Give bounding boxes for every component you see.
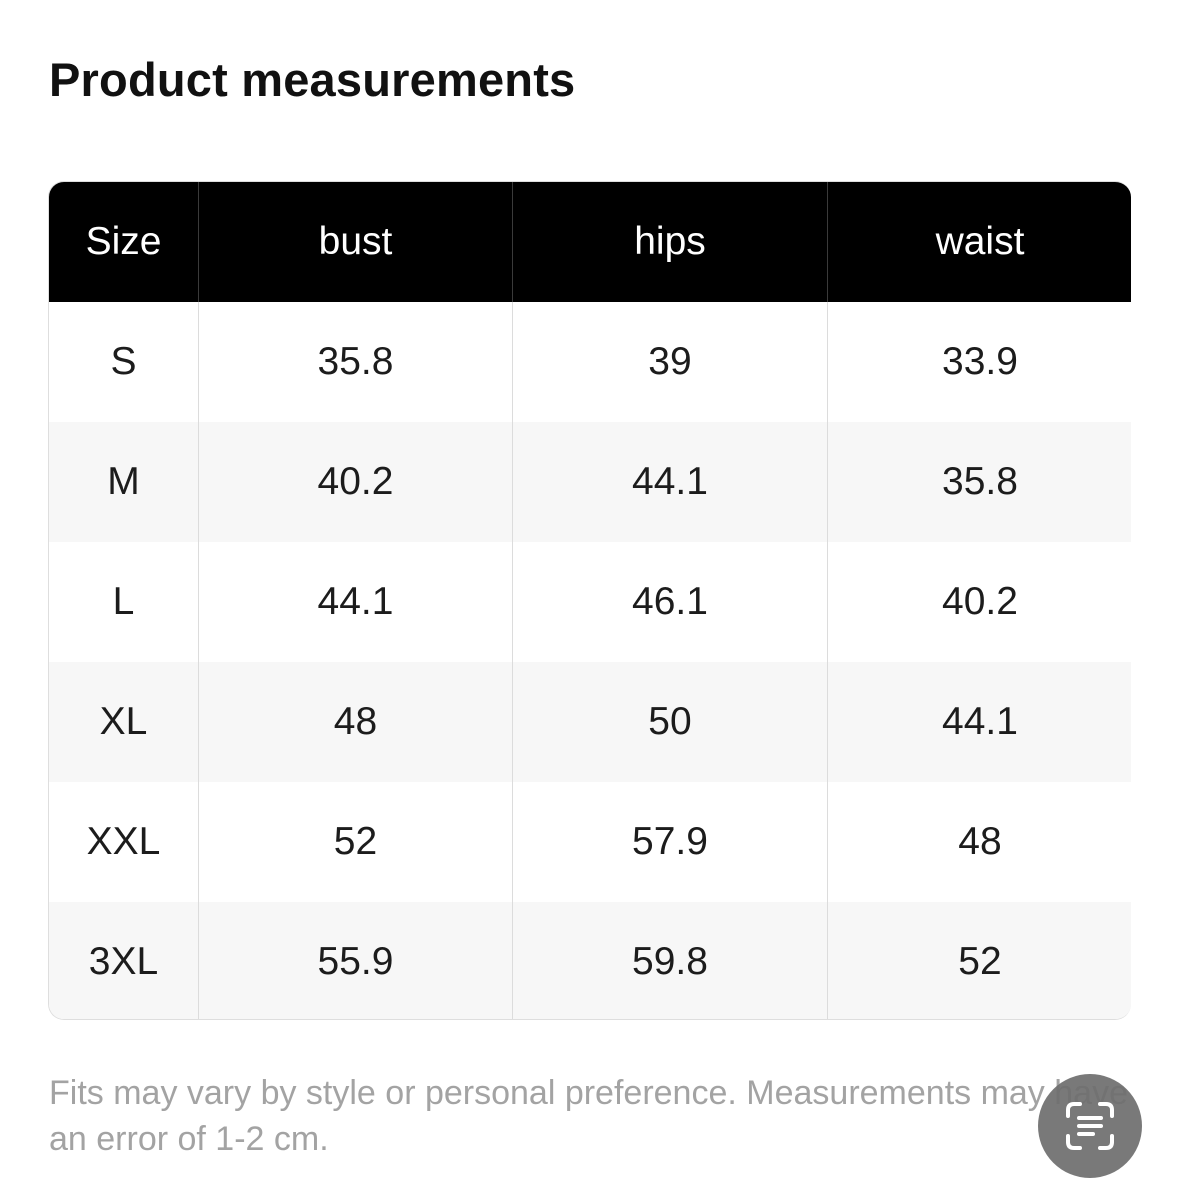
table-header-row: Size bust hips waist bbox=[49, 182, 1131, 302]
cell-waist: 40.2 bbox=[942, 580, 1018, 623]
live-text-scan-button[interactable] bbox=[1038, 1074, 1142, 1178]
table-row: 3XL 55.9 59.8 52 bbox=[49, 902, 1131, 1019]
cell-bust: 44.1 bbox=[199, 542, 513, 662]
cell-bust: 55.9 bbox=[199, 902, 513, 1019]
header-bust: bust bbox=[199, 182, 513, 302]
cell-hips: 50 bbox=[513, 662, 828, 782]
cell-hips: 44.1 bbox=[513, 422, 828, 542]
header-waist: waist bbox=[935, 220, 1025, 263]
fit-disclaimer: Fits may vary by style or personal prefe… bbox=[49, 1074, 1128, 1158]
cell-bust: 35.8 bbox=[199, 302, 513, 422]
cell-waist: 35.8 bbox=[942, 460, 1018, 503]
cell-hips: 39 bbox=[513, 302, 828, 422]
table-row: XL 48 50 44.1 bbox=[49, 662, 1131, 782]
header-size: Size bbox=[49, 182, 199, 302]
table-row: L 44.1 46.1 40.2 bbox=[49, 542, 1131, 662]
cell-waist: 33.9 bbox=[942, 340, 1018, 383]
table-row: M 40.2 44.1 35.8 bbox=[49, 422, 1131, 542]
cell-size: L bbox=[49, 542, 199, 662]
live-text-scan-icon bbox=[1066, 1102, 1114, 1150]
cell-size: M bbox=[49, 422, 199, 542]
cell-waist: 44.1 bbox=[942, 700, 1018, 743]
page-title: Product measurements bbox=[49, 53, 576, 106]
cell-size: 3XL bbox=[49, 902, 199, 1019]
cell-hips: 46.1 bbox=[513, 542, 828, 662]
table-row: S 35.8 39 33.9 bbox=[49, 302, 1131, 422]
cell-size: S bbox=[49, 302, 199, 422]
header-hips: hips bbox=[513, 182, 828, 302]
size-table: Size bust hips waist S 35.8 39 33.9 M 40… bbox=[48, 181, 1131, 1020]
cell-bust: 52 bbox=[199, 782, 513, 902]
cell-hips: 57.9 bbox=[513, 782, 828, 902]
cell-size: XL bbox=[49, 662, 199, 782]
cell-hips: 59.8 bbox=[513, 902, 828, 1019]
cell-waist: 52 bbox=[958, 940, 1002, 983]
size-table-scroll-area[interactable]: Size bust hips waist S 35.8 39 33.9 M 40… bbox=[48, 181, 1179, 1021]
cell-size: XXL bbox=[49, 782, 199, 902]
cell-bust: 40.2 bbox=[199, 422, 513, 542]
cell-bust: 48 bbox=[199, 662, 513, 782]
table-row: XXL 52 57.9 48 bbox=[49, 782, 1131, 902]
cell-waist: 48 bbox=[958, 820, 1002, 863]
